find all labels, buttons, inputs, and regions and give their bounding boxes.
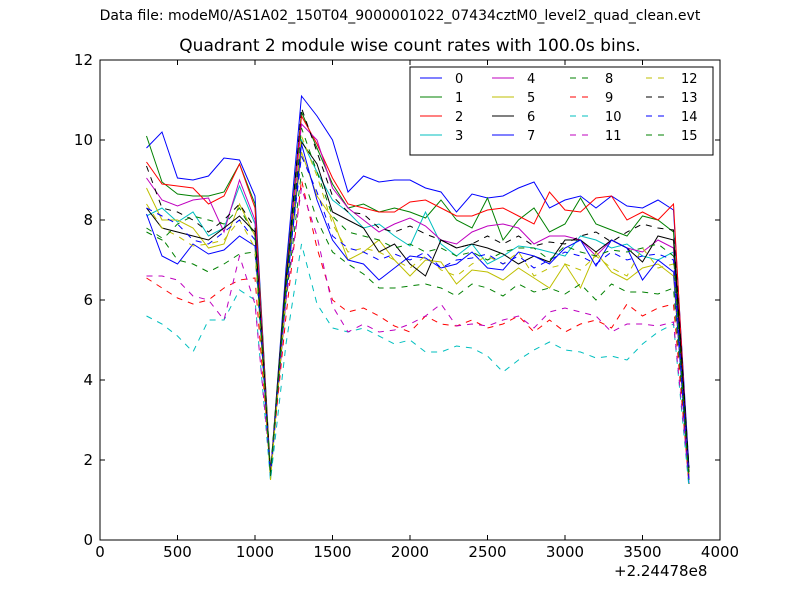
- legend-label-2: 2: [455, 110, 463, 125]
- series-line-10: [146, 243, 690, 489]
- series-line-4: [146, 122, 690, 481]
- y-tick-label: 2: [83, 451, 93, 469]
- legend-label-13: 13: [681, 91, 698, 106]
- x-tick-label: 2000: [391, 543, 429, 561]
- legend-label-8: 8: [605, 72, 613, 87]
- series-line-6: [146, 140, 690, 477]
- x-tick-label: 4000: [701, 543, 739, 561]
- legend-label-3: 3: [455, 129, 463, 144]
- series-line-12: [146, 135, 690, 481]
- x-tick-label: 3500: [623, 543, 661, 561]
- series-layer: [146, 94, 690, 489]
- x-tick-label: 3000: [546, 543, 584, 561]
- x-tick-label: 500: [163, 543, 192, 561]
- legend-label-0: 0: [455, 72, 463, 87]
- series-line-0: [146, 94, 690, 477]
- legend-label-7: 7: [527, 129, 535, 144]
- series-line-2: [146, 114, 690, 481]
- legend-label-11: 11: [605, 129, 622, 144]
- y-tick-label: 6: [83, 291, 93, 309]
- series-line-8: [146, 171, 690, 485]
- legend-label-14: 14: [681, 110, 698, 125]
- legend-label-4: 4: [527, 72, 535, 87]
- series-line-7: [146, 143, 690, 485]
- series-line-14: [146, 154, 690, 481]
- legend-label-15: 15: [681, 129, 698, 144]
- series-line-13: [146, 107, 690, 473]
- series-line-9: [146, 179, 690, 485]
- x-tick-label: 0: [95, 543, 105, 561]
- legend-label-6: 6: [527, 110, 535, 125]
- chart-title: Quadrant 2 module wise count rates with …: [179, 36, 641, 56]
- x-tick-label: 1500: [313, 543, 351, 561]
- legend-label-10: 10: [605, 110, 622, 125]
- x-axis-offset-label: +2.24478e8: [614, 562, 708, 580]
- y-tick-label: 4: [83, 371, 93, 389]
- y-tick-label: 12: [74, 51, 93, 69]
- legend-label-5: 5: [527, 91, 535, 106]
- series-line-3: [146, 138, 690, 481]
- y-tick-label: 10: [74, 131, 93, 149]
- legend-label-1: 1: [455, 91, 463, 106]
- series-line-11: [146, 187, 690, 481]
- y-tick-label: 0: [83, 531, 93, 549]
- series-line-5: [146, 151, 690, 477]
- x-tick-label: 2500: [468, 543, 506, 561]
- y-tick-label: 8: [83, 211, 93, 229]
- tick-layer: 0 500 1000 1500 2000 2500 3000 3500 400002468101…: [74, 51, 739, 561]
- series-line-1: [146, 111, 690, 477]
- legend-label-12: 12: [681, 72, 698, 87]
- x-tick-label: 1000: [236, 543, 274, 561]
- figure-suptitle: Data file: modeM0/AS1A02_150T04_90000010…: [99, 8, 701, 24]
- legend-label-9: 9: [605, 91, 613, 106]
- legend-box: [409, 66, 714, 156]
